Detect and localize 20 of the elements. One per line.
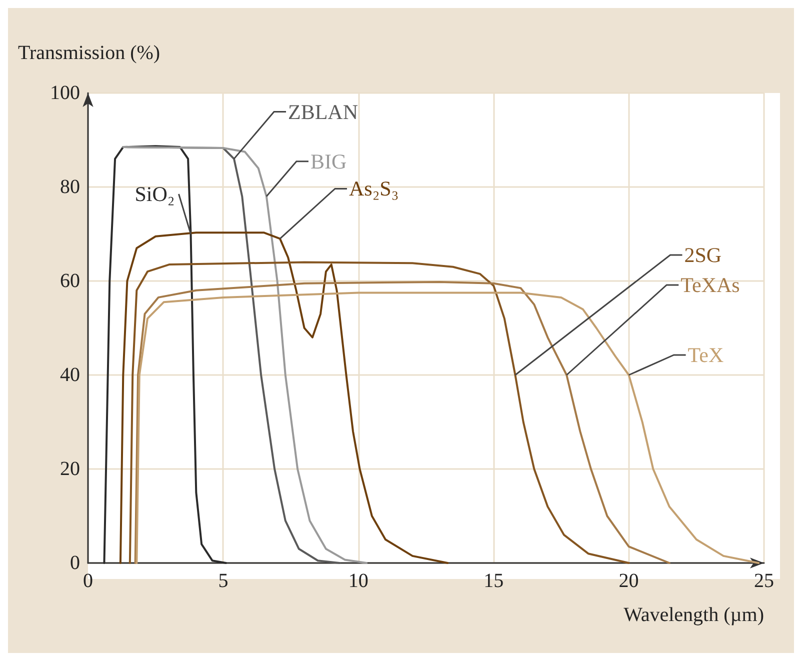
y-tick-label: 0 <box>70 552 80 574</box>
x-tick-label: 10 <box>348 570 368 592</box>
x-tick-label: 5 <box>218 570 228 592</box>
text: As₂S₃ <box>348 176 399 201</box>
y-axis-title: Transmission (%) <box>18 42 160 64</box>
x-tick-label: 15 <box>484 570 504 592</box>
x-tick-label: 20 <box>618 570 639 592</box>
x-tick-label: 25 <box>754 570 774 592</box>
text: ZBLAN <box>288 100 358 124</box>
y-tick-label: 40 <box>60 364 80 386</box>
y-tick-label: 80 <box>60 176 80 198</box>
y-tick-label: 60 <box>60 270 80 292</box>
text: BIG <box>310 149 347 174</box>
text: 2SG <box>684 243 722 267</box>
text: TeXAs <box>680 273 740 297</box>
y-tick-label: 100 <box>50 82 80 104</box>
text: TeX <box>688 343 724 367</box>
series-label: SiO₂ <box>134 182 175 206</box>
x-axis-title: Wavelength (µm) <box>624 604 764 626</box>
y-tick-label: 20 <box>60 458 80 480</box>
